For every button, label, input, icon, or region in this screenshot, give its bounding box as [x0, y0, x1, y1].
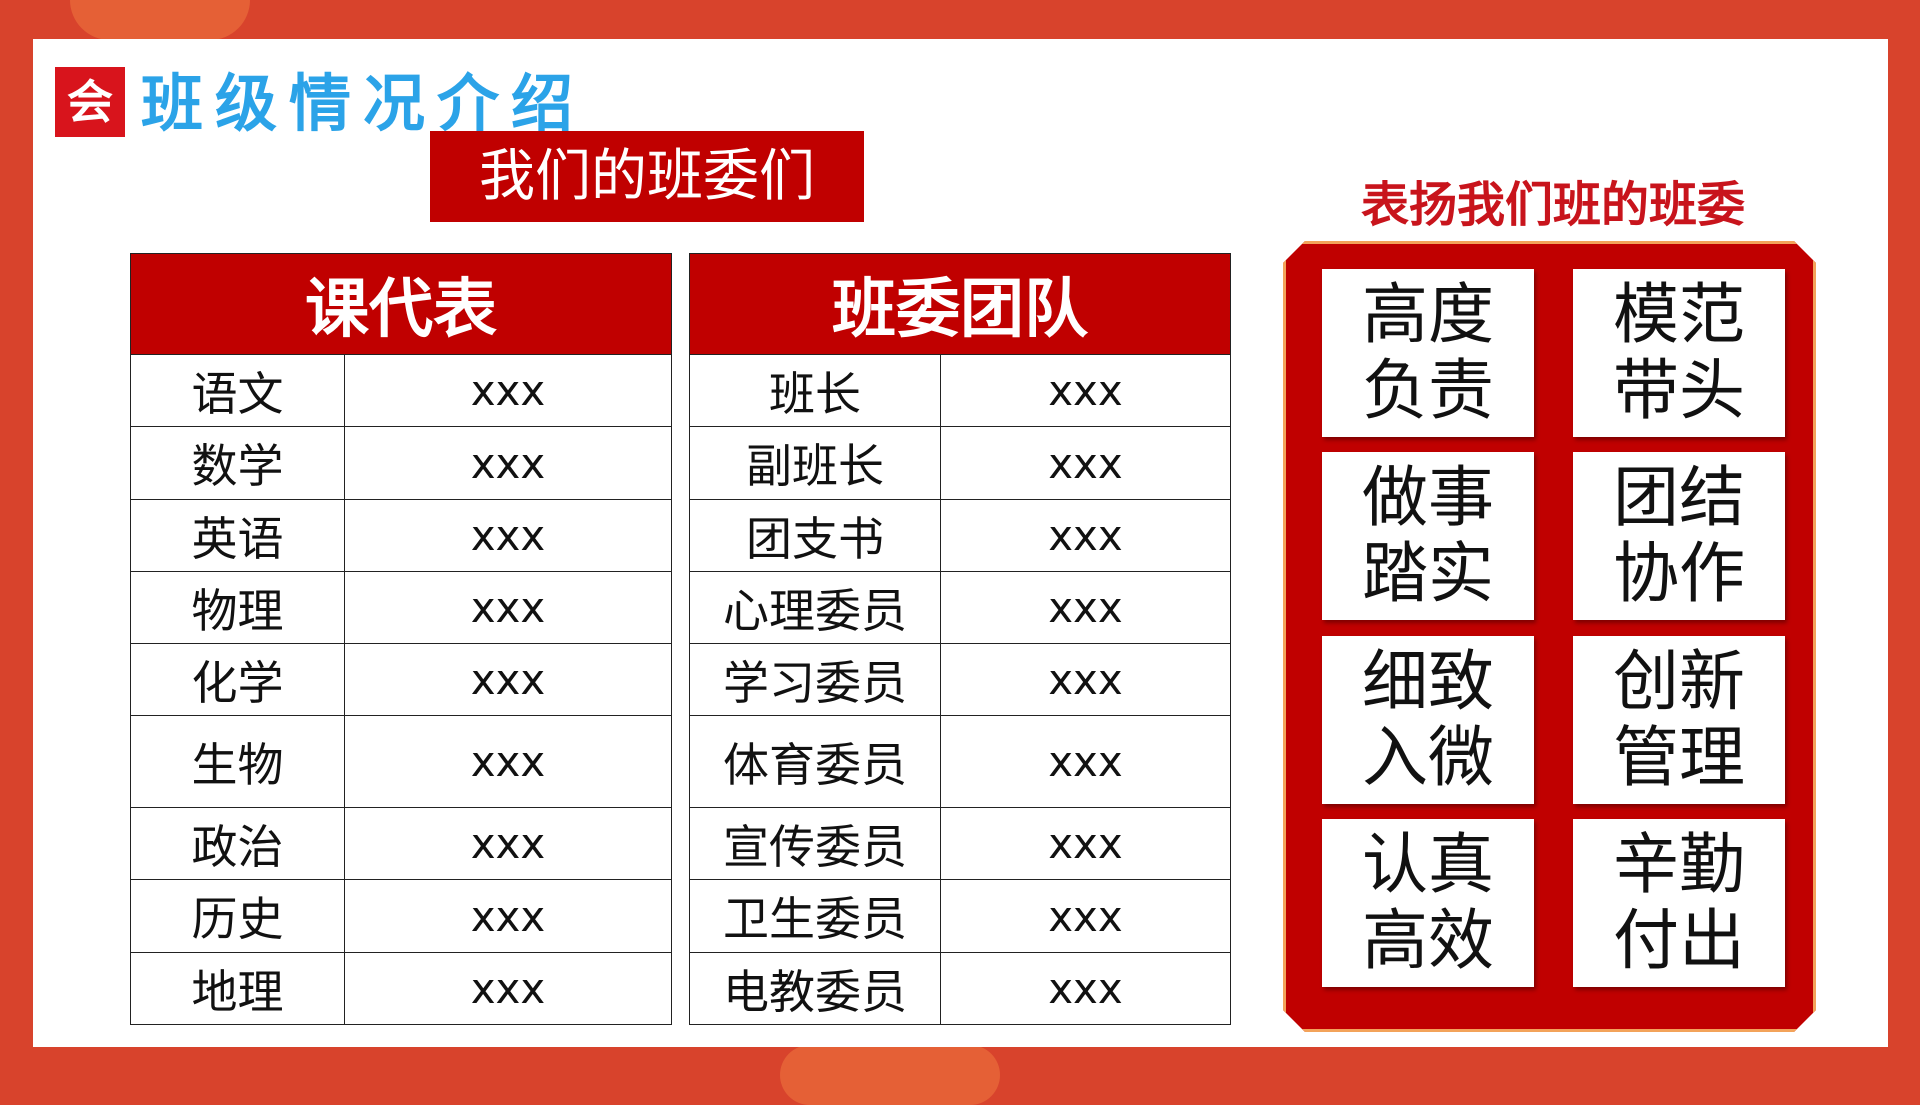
praise-text: 认真: [1362, 826, 1494, 903]
row-value: xxx: [940, 807, 1231, 880]
table-row: 地理 xxx: [130, 952, 672, 1025]
row-label: 体育委员: [689, 715, 941, 808]
table-row: 政治 xxx: [130, 807, 672, 880]
table-row: 团支书 xxx: [689, 499, 1231, 572]
table-row: 英语 xxx: [130, 499, 672, 572]
praise-text: 模范: [1613, 276, 1745, 353]
praise-text: 做事: [1362, 459, 1494, 536]
table-row: 生物 xxx: [130, 715, 672, 808]
table-row: 化学 xxx: [130, 643, 672, 716]
lantern-decoration: [780, 1045, 1000, 1105]
row-value: xxx: [344, 354, 672, 427]
logo: 会: [55, 67, 125, 137]
praise-text: 入微: [1362, 719, 1494, 796]
row-value: xxx: [940, 643, 1231, 716]
praise-card: 细致 入微: [1322, 636, 1534, 804]
row-value: xxx: [344, 952, 672, 1025]
table-row: 卫生委员 xxx: [689, 879, 1231, 953]
row-label: 心理委员: [689, 571, 941, 644]
row-value: xxx: [940, 952, 1231, 1025]
row-label: 电教委员: [689, 952, 941, 1025]
table-header: 班委团队: [689, 253, 1231, 355]
row-label: 卫生委员: [689, 879, 941, 953]
praise-card: 认真 高效: [1322, 819, 1534, 987]
row-label: 宣传委员: [689, 807, 941, 880]
row-value: xxx: [344, 807, 672, 880]
row-value: xxx: [940, 571, 1231, 644]
praise-card: 创新 管理: [1573, 636, 1785, 804]
row-value: xxx: [940, 354, 1231, 427]
table-header: 课代表: [130, 253, 672, 355]
praise-text: 负责: [1362, 352, 1494, 429]
praise-text: 高度: [1362, 276, 1494, 353]
praise-text: 管理: [1613, 719, 1745, 796]
committee-team-table: 班委团队 班长 xxx 副班长 xxx 团支书 xxx 心理委员 xxx 学习委员 xxx 体育委员…: [689, 253, 1231, 1025]
row-label: 学习委员: [689, 643, 941, 716]
row-value: xxx: [344, 643, 672, 716]
row-label: 历史: [130, 879, 345, 953]
row-label: 班长: [689, 354, 941, 427]
row-value: xxx: [344, 426, 672, 500]
row-label: 团支书: [689, 499, 941, 572]
praise-text: 协作: [1613, 535, 1745, 612]
row-label: 副班长: [689, 426, 941, 500]
praise-card: 高度 负责: [1322, 269, 1534, 437]
row-label: 物理: [130, 571, 345, 644]
row-value: xxx: [344, 499, 672, 572]
praise-text: 团结: [1613, 459, 1745, 536]
table-row: 历史 xxx: [130, 879, 672, 953]
row-label: 英语: [130, 499, 345, 572]
table-row: 宣传委员 xxx: [689, 807, 1231, 880]
lantern-decoration: [70, 0, 250, 40]
table-row: 数学 xxx: [130, 426, 672, 500]
row-label: 化学: [130, 643, 345, 716]
row-value: xxx: [344, 879, 672, 953]
row-value: xxx: [940, 715, 1231, 808]
praise-card: 模范 带头: [1573, 269, 1785, 437]
praise-title: 表扬我们班的班委: [1360, 177, 1745, 233]
praise-text: 细致: [1362, 643, 1494, 720]
praise-text: 带头: [1613, 352, 1745, 429]
row-label: 地理: [130, 952, 345, 1025]
table-row: 副班长 xxx: [689, 426, 1231, 500]
praise-card: 辛勤 付出: [1573, 819, 1785, 987]
table-row: 班长 xxx: [689, 354, 1231, 427]
praise-card: 做事 踏实: [1322, 452, 1534, 620]
subject-representatives-table: 课代表 语文 xxx 数学 xxx 英语 xxx 物理 xxx 化学 xxx 生物 xxx 政治 xxx 历…: [130, 253, 672, 1025]
table-row: 语文 xxx: [130, 354, 672, 427]
table-row: 物理 xxx: [130, 571, 672, 644]
praise-text: 辛勤: [1613, 826, 1745, 903]
table-row: 电教委员 xxx: [689, 952, 1231, 1025]
row-value: xxx: [940, 499, 1231, 572]
row-label: 政治: [130, 807, 345, 880]
row-value: xxx: [940, 879, 1231, 953]
praise-text: 付出: [1613, 902, 1745, 979]
table-row: 体育委员 xxx: [689, 715, 1231, 808]
section-banner: 我们的班委们: [430, 131, 864, 222]
praise-text: 高效: [1362, 902, 1494, 979]
praise-text: 创新: [1613, 643, 1745, 720]
row-value: xxx: [344, 571, 672, 644]
row-label: 语文: [130, 354, 345, 427]
row-value: xxx: [940, 426, 1231, 500]
table-row: 学习委员 xxx: [689, 643, 1231, 716]
row-value: xxx: [344, 715, 672, 808]
praise-card: 团结 协作: [1573, 452, 1785, 620]
page-title: 班级情况介绍: [141, 67, 586, 140]
row-label: 数学: [130, 426, 345, 500]
table-row: 心理委员 xxx: [689, 571, 1231, 644]
row-label: 生物: [130, 715, 345, 808]
praise-text: 踏实: [1362, 535, 1494, 612]
